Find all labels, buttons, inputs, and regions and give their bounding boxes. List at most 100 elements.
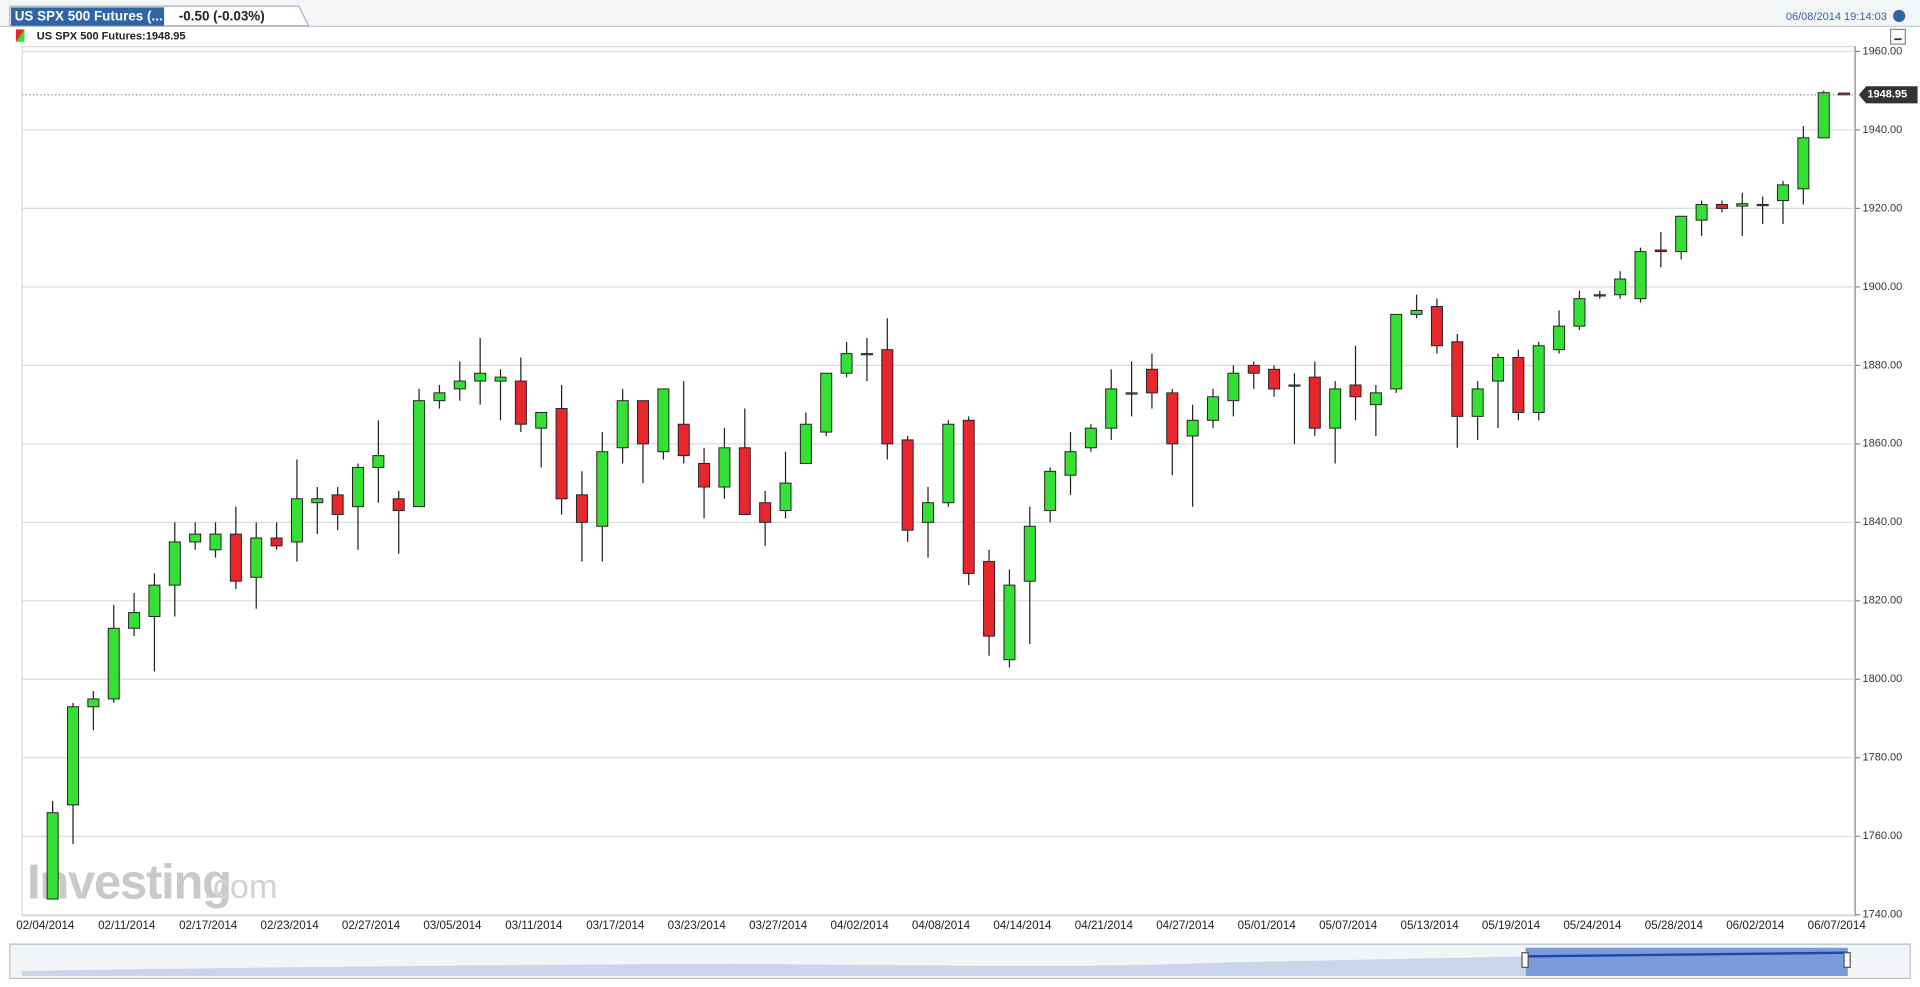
candle-body bbox=[1410, 309, 1423, 315]
candle-body bbox=[1654, 249, 1667, 253]
candle-body bbox=[311, 498, 324, 504]
candle-body bbox=[1736, 203, 1749, 207]
x-tick-label: 05/24/2014 bbox=[1563, 919, 1622, 932]
navigator-handle-left[interactable] bbox=[1521, 952, 1529, 968]
candle-body bbox=[1247, 364, 1260, 374]
candle-body bbox=[1777, 184, 1790, 202]
candle-body bbox=[616, 400, 629, 449]
candle-body bbox=[1390, 313, 1403, 390]
x-tick-label: 03/23/2014 bbox=[668, 919, 727, 932]
candle-body bbox=[779, 482, 792, 512]
candle-body bbox=[1003, 584, 1016, 661]
x-tick-label: 05/01/2014 bbox=[1238, 919, 1297, 932]
candle-body bbox=[1532, 345, 1545, 413]
candle-body bbox=[759, 502, 772, 523]
refresh-button[interactable] bbox=[1893, 9, 1906, 23]
x-tick-label: 04/14/2014 bbox=[993, 919, 1052, 932]
candle-body bbox=[1308, 376, 1321, 429]
x-tick-label: 02/23/2014 bbox=[260, 919, 319, 932]
x-tick-label: 02/27/2014 bbox=[342, 919, 401, 932]
candle-body bbox=[860, 353, 873, 356]
candle-body bbox=[372, 455, 385, 468]
y-tick-label: 1780.00 bbox=[1862, 752, 1902, 764]
candle-body bbox=[1512, 357, 1525, 413]
x-tick-label: 05/13/2014 bbox=[1400, 919, 1459, 932]
candle-body bbox=[820, 372, 833, 433]
candle-body bbox=[962, 419, 975, 574]
candle-body bbox=[1166, 392, 1179, 445]
y-tick-label: 1820.00 bbox=[1862, 595, 1902, 607]
candle-body bbox=[840, 353, 853, 374]
candle-body bbox=[453, 380, 466, 390]
candle-body bbox=[1369, 392, 1382, 406]
candle-body bbox=[1593, 294, 1606, 297]
candle-body bbox=[922, 502, 935, 523]
candle-body bbox=[67, 706, 80, 806]
y-tick-label: 1860.00 bbox=[1862, 438, 1902, 450]
candle-body bbox=[1634, 251, 1647, 300]
x-tick-label: 04/21/2014 bbox=[1075, 919, 1134, 932]
x-tick-label: 06/02/2014 bbox=[1726, 919, 1785, 932]
candle-body bbox=[1329, 388, 1342, 429]
candle-body bbox=[209, 533, 222, 551]
x-tick-label: 05/07/2014 bbox=[1319, 919, 1378, 932]
candle-body bbox=[1186, 419, 1199, 437]
candle-body bbox=[1695, 204, 1708, 221]
navigator-handle-right[interactable] bbox=[1843, 952, 1851, 968]
y-tick-label: 1760.00 bbox=[1862, 830, 1902, 842]
minimize-button[interactable] bbox=[1890, 28, 1906, 45]
last-price-tag bbox=[1858, 86, 1918, 104]
candle-body bbox=[1105, 388, 1118, 429]
candle-body bbox=[657, 388, 670, 453]
candle-body bbox=[1349, 384, 1362, 398]
candle-body bbox=[637, 400, 650, 445]
tab-title[interactable]: US SPX 500 Futures (... bbox=[15, 9, 163, 24]
candle-body bbox=[290, 498, 303, 543]
candle-body bbox=[1145, 368, 1158, 394]
candle-body bbox=[1471, 388, 1484, 417]
candle-body bbox=[1023, 525, 1036, 582]
candle-body bbox=[1817, 92, 1830, 139]
candle-body bbox=[1268, 368, 1281, 390]
y-tick-label: 1880.00 bbox=[1862, 359, 1902, 371]
x-tick-label: 03/11/2014 bbox=[505, 919, 563, 932]
candle-body bbox=[1125, 392, 1138, 395]
candle-body bbox=[413, 400, 426, 508]
candle-body bbox=[148, 584, 161, 617]
candle-body bbox=[46, 812, 59, 900]
candle-body bbox=[1451, 341, 1464, 417]
x-tick-label: 05/28/2014 bbox=[1645, 919, 1704, 932]
candle-body bbox=[698, 462, 711, 488]
candle-body bbox=[128, 612, 141, 629]
x-tick-label: 04/27/2014 bbox=[1156, 919, 1215, 932]
candle-body bbox=[1675, 215, 1688, 253]
candle-body bbox=[433, 392, 446, 402]
candle-body bbox=[474, 372, 487, 382]
candle-body bbox=[799, 423, 812, 464]
candle-body bbox=[189, 533, 202, 543]
x-tick-label: 06/07/2014 bbox=[1808, 919, 1867, 932]
candle-body bbox=[677, 423, 690, 457]
candle-body bbox=[87, 698, 100, 708]
candle-body bbox=[1573, 298, 1586, 327]
price-change: -0.50 (-0.03%) bbox=[179, 9, 265, 24]
candle-body bbox=[881, 349, 894, 445]
candle-body bbox=[1756, 204, 1769, 207]
candle-body bbox=[1084, 427, 1097, 449]
candle-body bbox=[555, 408, 568, 500]
candle-body bbox=[1614, 278, 1627, 296]
candle-body bbox=[270, 537, 283, 547]
x-tick-label: 05/19/2014 bbox=[1482, 919, 1541, 932]
candle-body bbox=[718, 447, 731, 488]
candle-body bbox=[392, 498, 405, 512]
candle-body bbox=[1044, 470, 1057, 512]
x-tick-label: 03/17/2014 bbox=[586, 919, 645, 932]
y-tick-label: 1960.00 bbox=[1862, 45, 1902, 57]
x-tick-label: 03/05/2014 bbox=[423, 919, 482, 932]
x-tick-label: 02/11/2014 bbox=[98, 919, 156, 932]
x-tick-label: 03/27/2014 bbox=[749, 919, 808, 932]
header-bar bbox=[0, 0, 1920, 27]
candle-body bbox=[1064, 451, 1077, 476]
last-price-label: 1948.95 bbox=[1867, 89, 1907, 101]
